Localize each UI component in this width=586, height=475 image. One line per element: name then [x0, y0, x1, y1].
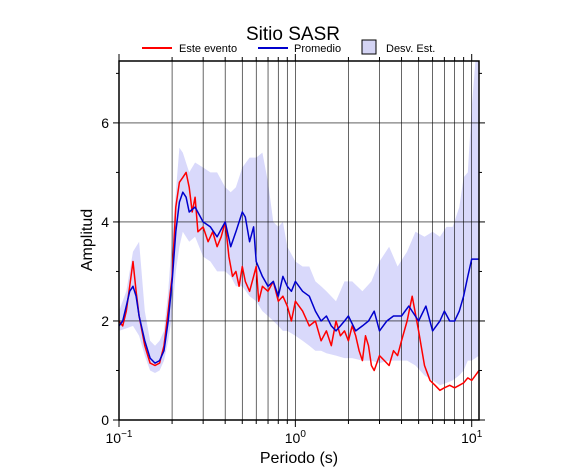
- series-este-evento: [118, 171, 480, 392]
- legend-mean-label: Promedio: [294, 43, 341, 55]
- x-tick-label: 100: [285, 429, 307, 446]
- legend-band-swatch: [361, 39, 377, 55]
- x-tick-label: 101: [461, 429, 483, 446]
- legend-band-label: Desv. Est.: [386, 43, 435, 55]
- chart-title: Sitio SASR: [246, 24, 340, 45]
- legend-event-label: Este evento: [179, 43, 237, 55]
- plot-frame: [118, 60, 480, 421]
- legend: Este evento Promedio Desv. Est.: [142, 39, 435, 55]
- x-axis-title: Periodo (s): [260, 450, 338, 467]
- axis-layer: 0 2 4 6 10−1 100 101: [101, 54, 485, 446]
- y-tick-label: 6: [101, 115, 109, 131]
- x-tick-label: 10−1: [106, 429, 133, 446]
- grid-layer: [119, 61, 479, 420]
- y-tick-label: 4: [101, 214, 109, 230]
- series-promedio: [118, 191, 479, 364]
- std-dev-band: [119, 61, 479, 386]
- y-tick-label: 0: [101, 412, 109, 428]
- band-layer: [119, 61, 479, 386]
- y-tick-label: 2: [101, 313, 109, 329]
- y-axis-title: Amplitud: [79, 209, 96, 271]
- series-layer: [118, 171, 480, 392]
